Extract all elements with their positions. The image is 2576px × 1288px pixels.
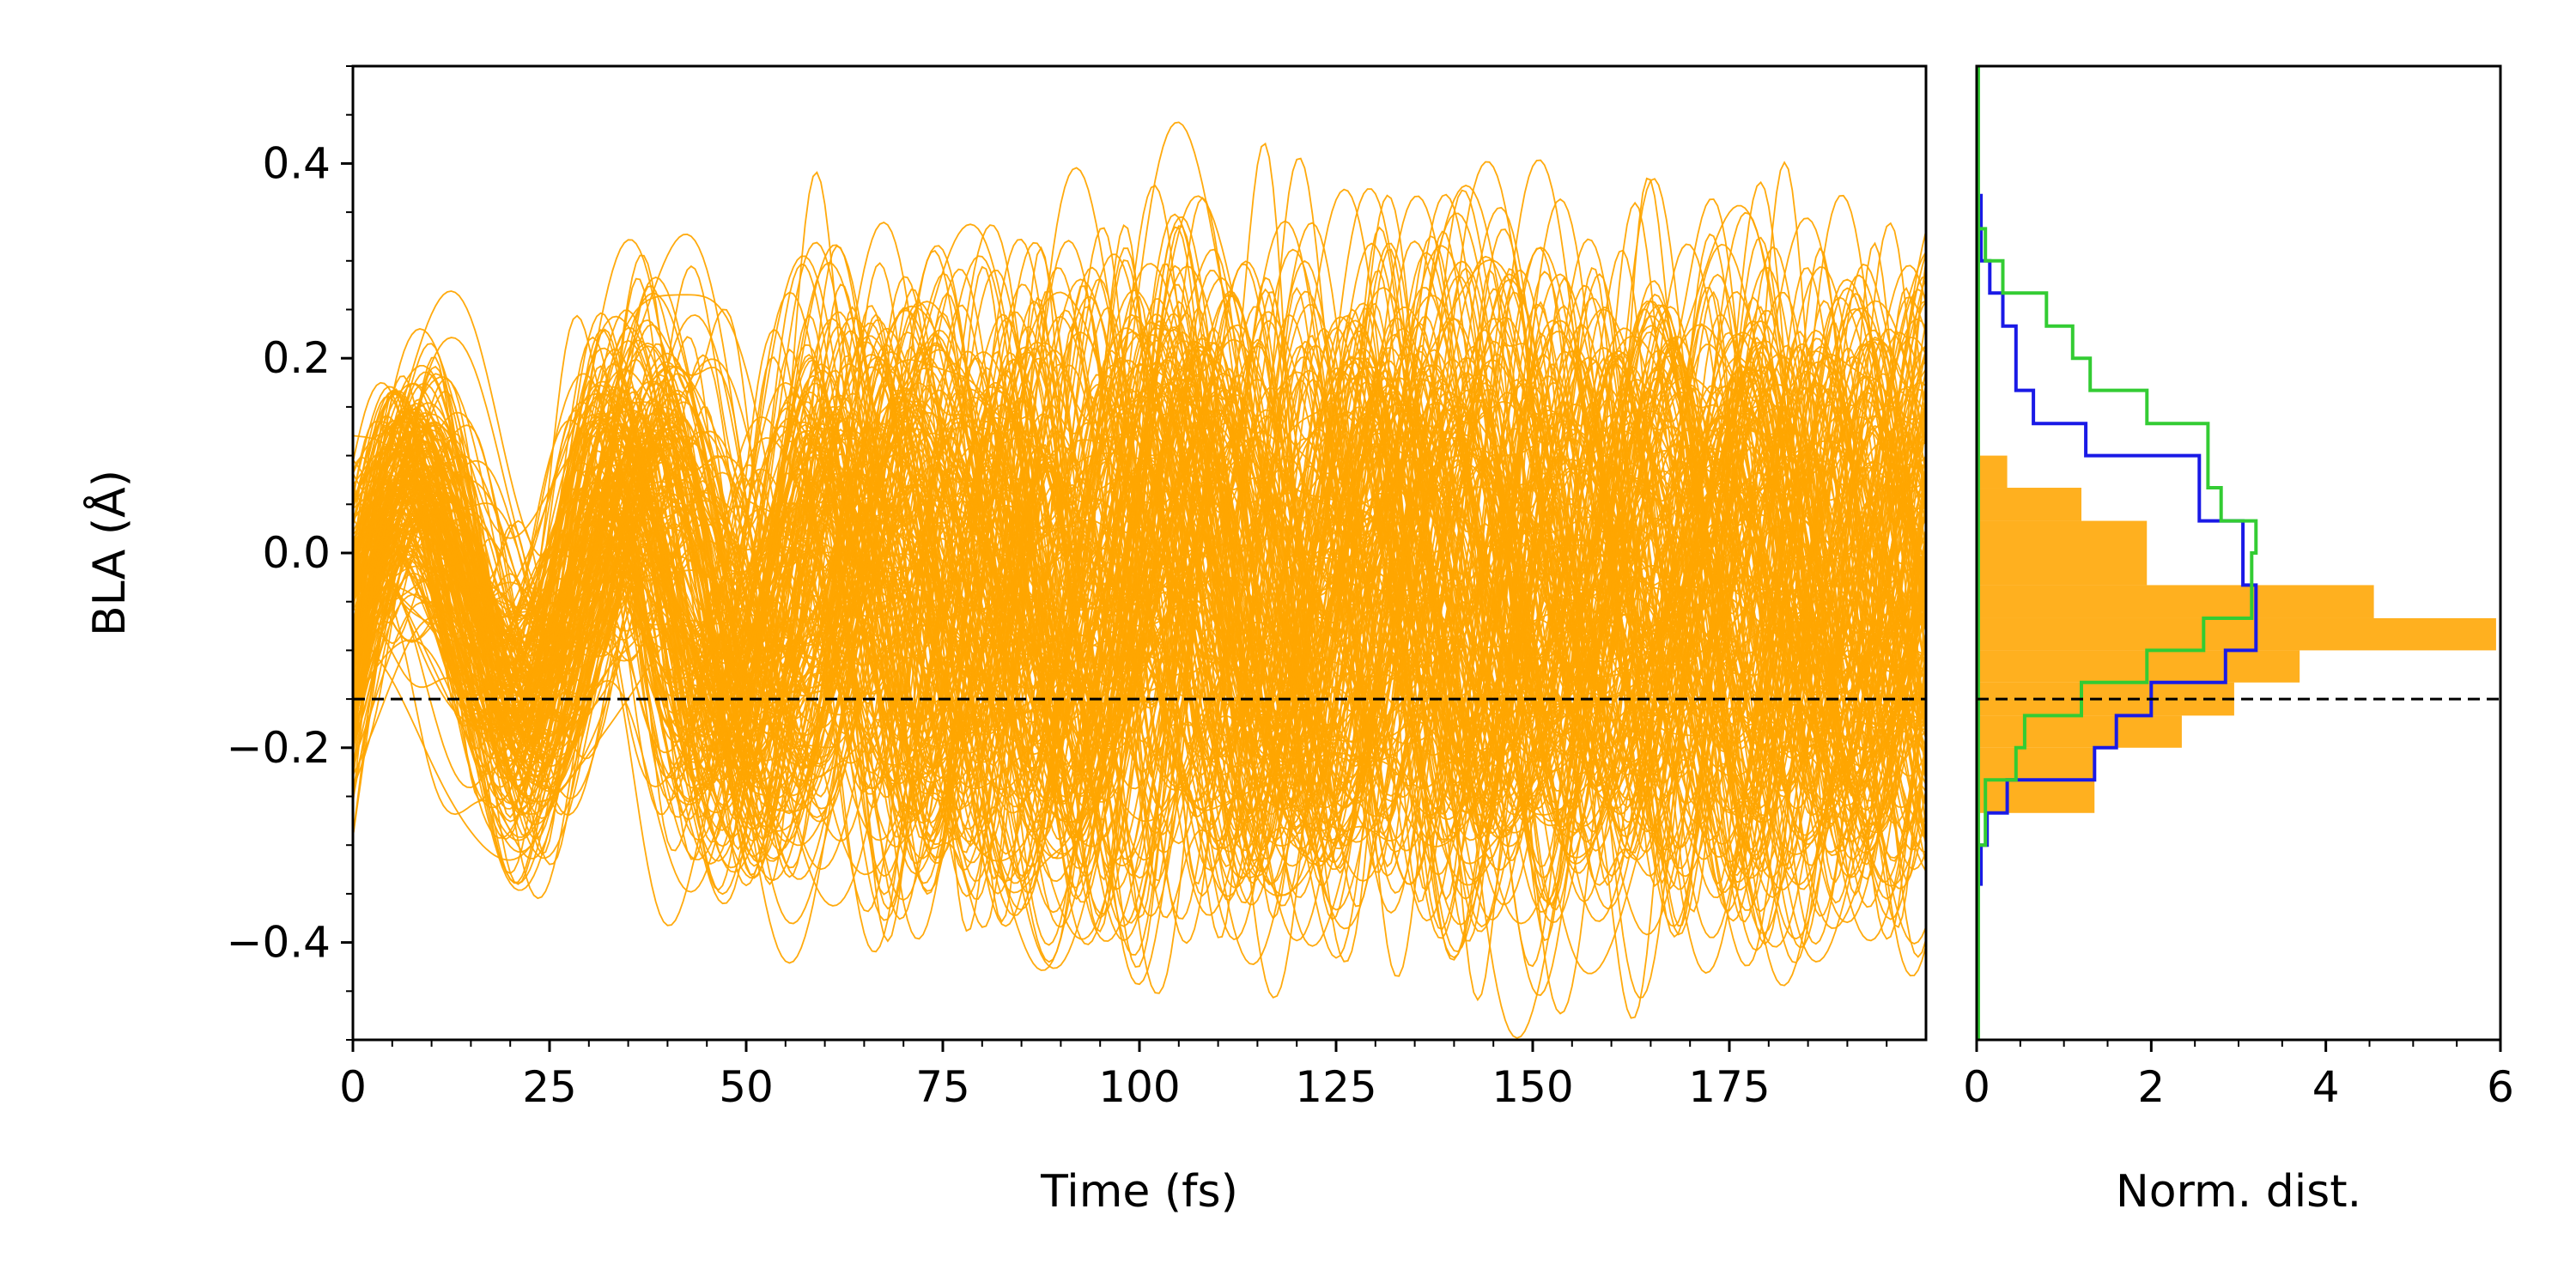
main-y-tick-label: 0.4	[262, 138, 331, 188]
trajectory-line	[353, 285, 1926, 933]
trajectory-line	[353, 188, 1926, 877]
trajectory-line	[353, 195, 1926, 914]
trajectory-line	[353, 247, 1926, 815]
trajectory-line	[353, 239, 1926, 911]
trajectory-line	[353, 240, 1926, 923]
orange-histogram	[1977, 455, 2496, 813]
main-x-ticks: 0 25 50 75 100 125 150 175	[339, 1040, 1888, 1112]
trajectory-line	[353, 283, 1926, 879]
trajectory-line	[353, 315, 1926, 721]
hist-x-axis-label: Norm. dist.	[2116, 1166, 2361, 1218]
trajectory-line	[353, 303, 1926, 870]
main-y-tick-label: −0.4	[227, 918, 331, 968]
trajectory-line	[353, 340, 1926, 1015]
orange-histogram-bar	[1977, 488, 2081, 521]
trajectory-line	[353, 370, 1926, 886]
trajectory-line	[353, 243, 1926, 799]
hist-x-ticks: 0 2 4 6	[1963, 1040, 2514, 1112]
hist-x-tick-label: 2	[2137, 1062, 2165, 1112]
trajectory-line	[353, 384, 1926, 914]
trajectory-line	[353, 313, 1926, 868]
main-y-tick-label: 0.0	[262, 528, 331, 578]
main-x-tick-label: 25	[522, 1062, 577, 1112]
trajectory-line	[353, 300, 1926, 805]
main-x-tick-label: 75	[915, 1062, 970, 1112]
orange-histogram-bar	[1977, 520, 2148, 586]
hist-x-tick-label: 6	[2487, 1062, 2514, 1112]
trajectory-line	[353, 223, 1926, 791]
main-x-axis-label: Time (fs)	[1040, 1166, 1238, 1218]
main-x-tick-label: 125	[1295, 1062, 1376, 1112]
trajectory-line	[353, 319, 1926, 942]
distribution-panel: 0 2 4 6 Norm. dist.	[1963, 64, 2514, 1218]
main-y-tick-label: 0.2	[262, 333, 331, 383]
orange-histogram-bar	[1977, 455, 2008, 489]
trajectory-line	[353, 228, 1926, 945]
trajectory-line	[353, 206, 1926, 945]
trajectory-line	[353, 625, 1926, 965]
trajectory-line	[353, 161, 1926, 819]
main-y-axis-label: BLA (Å)	[82, 470, 136, 636]
trajectory-line	[353, 287, 1926, 773]
orange-histogram-bar	[1977, 715, 2182, 748]
main-x-tick-label: 0	[339, 1062, 367, 1112]
orange-histogram-bar	[1977, 650, 2300, 683]
trajectory-panel: 0 25 50 75 100 125 150 175 −0.4 −0.2 0.0 0.2 0.4 Ti…	[82, 64, 1928, 1218]
trajectory-line	[353, 226, 1926, 942]
trajectory-line	[353, 378, 1926, 874]
main-x-tick-label: 150	[1492, 1062, 1573, 1112]
green-step-histogram	[1977, 227, 2258, 848]
main-x-tick-label: 50	[719, 1062, 774, 1112]
trajectory-line	[353, 355, 1926, 924]
main-x-tick-label: 100	[1098, 1062, 1180, 1112]
hist-x-tick-label: 0	[1963, 1062, 1990, 1112]
trajectory-lines	[353, 121, 1926, 1039]
blue-step-histogram	[1977, 193, 2258, 886]
orange-histogram-bar	[1977, 585, 2374, 618]
trajectory-line	[353, 267, 1926, 830]
trajectory-line	[353, 194, 1926, 940]
orange-histogram-bar	[1977, 617, 2496, 651]
hist-x-tick-label: 4	[2312, 1062, 2340, 1112]
main-y-ticks: −0.4 −0.2 0.0 0.2 0.4	[227, 65, 353, 1041]
main-y-tick-label: −0.2	[227, 723, 331, 773]
main-x-tick-label: 175	[1688, 1062, 1770, 1112]
trajectory-line	[353, 355, 1926, 890]
trajectory-line	[353, 287, 1926, 777]
